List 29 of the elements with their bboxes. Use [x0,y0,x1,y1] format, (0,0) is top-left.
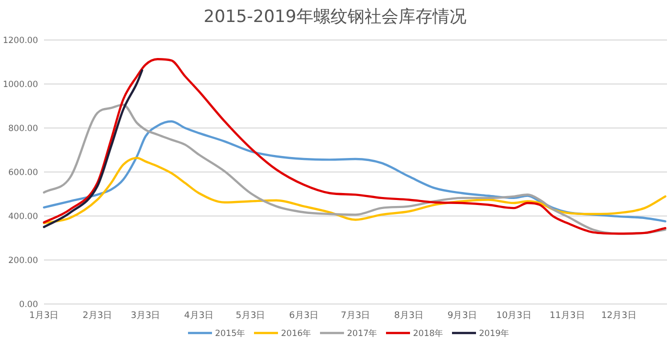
x-tick-label: 6月3日 [289,311,319,321]
x-tick-label: 9月3日 [447,311,477,321]
x-tick-label: 8月3日 [394,311,424,321]
y-tick-label: 800.00 [8,124,38,134]
legend-label: 2016年 [281,328,312,339]
x-tick-label: 2月3日 [82,311,112,321]
x-tick-label: 10月3日 [496,311,532,321]
y-tick-label: 600.00 [8,168,38,178]
line-series [42,120,666,222]
line-series [42,58,666,235]
x-tick-label: 4月3日 [184,311,214,321]
x-tick-label: 7月3日 [340,311,370,321]
y-tick-label: 0.00 [19,300,38,310]
line-series [42,156,666,224]
legend-label: 2019年 [479,328,510,339]
legend-label: 2017年 [347,328,378,339]
y-tick-label: 1000.00 [2,80,38,90]
x-tick-label: 5月3日 [236,311,266,321]
y-tick-label: 200.00 [8,256,38,266]
legend-label: 2018年 [413,328,444,339]
x-tick-label: 11月3日 [550,311,585,321]
y-tick-label: 400.00 [8,212,38,222]
x-tick-label: 12月3日 [601,311,636,321]
x-tick-label: 3月3日 [130,311,160,321]
x-tick-label: 1月3日 [29,311,59,321]
chart-title: 2015-2019年螺纹钢社会库存情况 [204,7,466,27]
y-tick-label: 1200.00 [2,36,38,46]
line-series [42,104,666,235]
legend-label: 2015年 [215,328,246,339]
